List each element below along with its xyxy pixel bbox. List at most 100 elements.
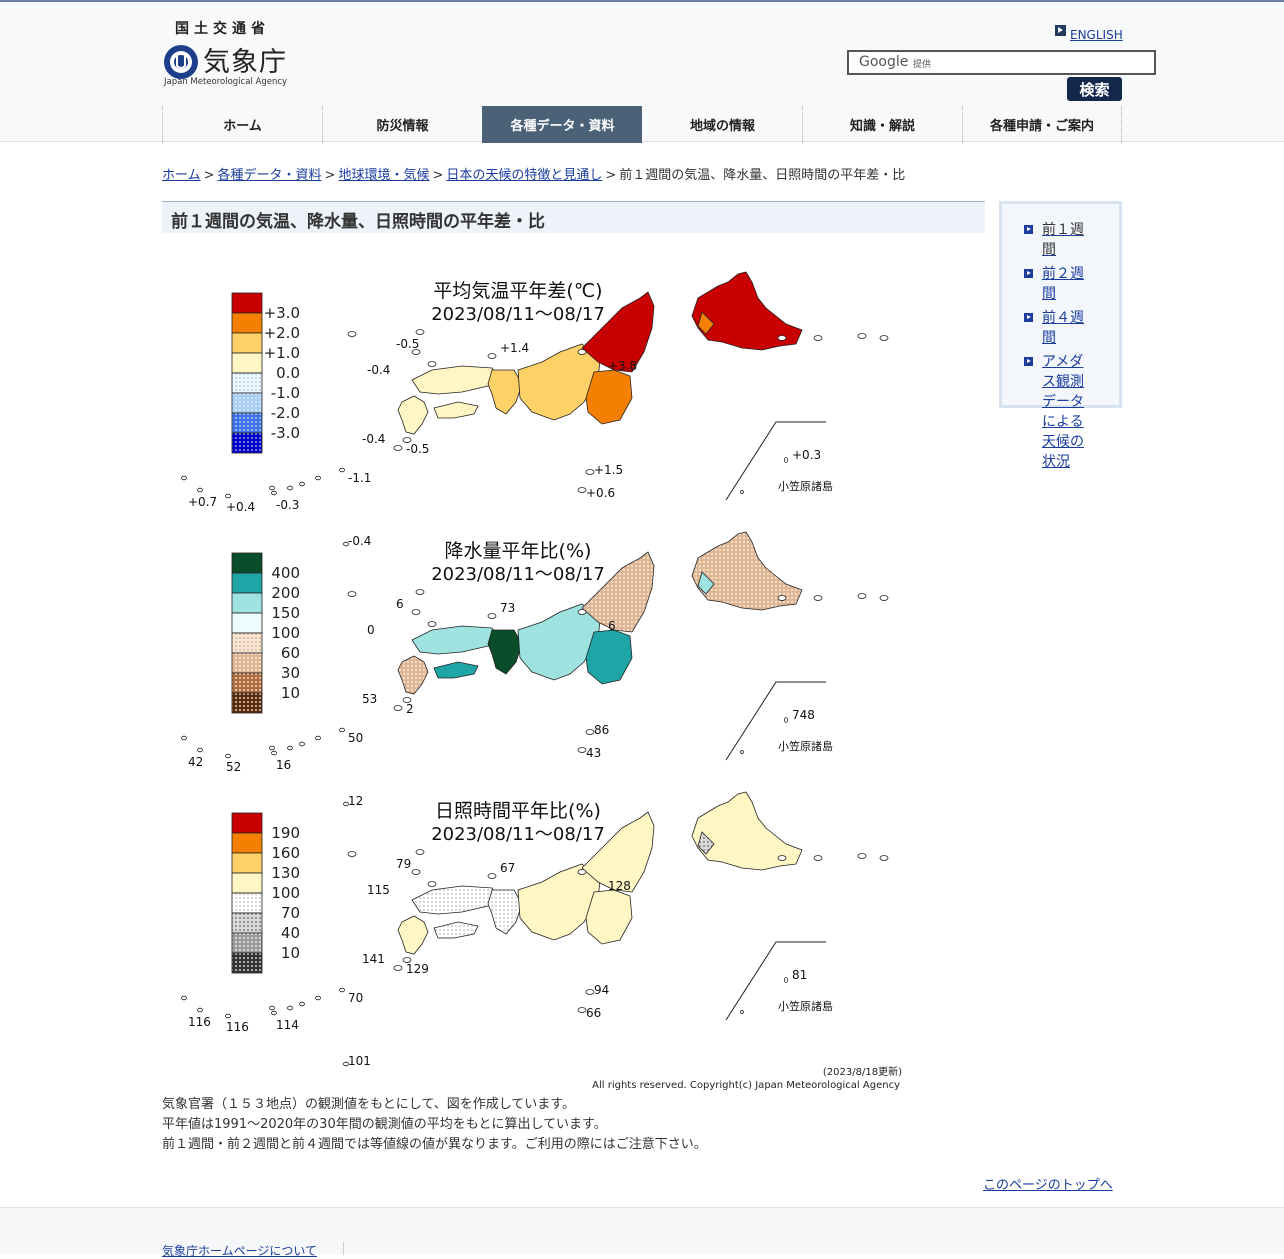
breadcrumb-link-3[interactable]: 日本の天候の特徴と見通し bbox=[446, 168, 603, 183]
small-island bbox=[402, 957, 412, 963]
station-value: -1.1 bbox=[348, 471, 371, 485]
sidebar-link-0[interactable]: 前１週間 bbox=[1024, 220, 1086, 260]
nav-item-2[interactable]: 各種データ・資料 bbox=[482, 106, 642, 143]
station-value: +1.4 bbox=[500, 341, 529, 355]
legend-label: -3.0 bbox=[271, 424, 300, 442]
station-value: -0.5 bbox=[406, 442, 429, 456]
legend-swatch bbox=[231, 332, 263, 354]
small-island bbox=[287, 485, 293, 491]
region-hokkaido bbox=[691, 271, 803, 351]
nav-item-3[interactable]: 地域の情報 bbox=[689, 119, 755, 134]
small-island bbox=[879, 335, 889, 341]
breadcrumb-separator: > bbox=[324, 168, 336, 183]
breadcrumb-separator: > bbox=[432, 168, 444, 183]
region-shikoku bbox=[433, 401, 479, 419]
map-period: 2023/08/11～08/17 bbox=[431, 824, 605, 845]
sidebar-link-3[interactable]: アメダス観測データによる天候の状況 bbox=[1024, 352, 1086, 472]
arrow-right-icon bbox=[1024, 313, 1033, 322]
nav-item-1[interactable]: 防災情報 bbox=[322, 106, 482, 143]
note-line: 気象官署（１５３地点）の観測値をもとにして、図を作成しています。 bbox=[162, 1097, 576, 1112]
weather-anomaly-figure: +3.0 +2.0 +1.0 0.0 -1.0 -2.0 -3.0 平均気温平年差(℃) 202… bbox=[162, 252, 912, 1092]
small-island bbox=[411, 869, 421, 875]
legend-label: 160 bbox=[271, 844, 300, 862]
small-island bbox=[315, 995, 321, 1001]
small-island bbox=[402, 697, 412, 703]
jma-logo[interactable]: 国土交通省 気象庁 Japan Meteorological Agency bbox=[163, 18, 293, 90]
legend-label: 150 bbox=[271, 604, 300, 622]
legend-label: 10 bbox=[281, 684, 300, 702]
station-value: +0.7 bbox=[188, 495, 217, 509]
small-island bbox=[269, 1005, 275, 1011]
small-island bbox=[777, 335, 787, 341]
region-kyushu bbox=[397, 915, 429, 955]
legend-swatch bbox=[231, 592, 263, 614]
small-island bbox=[347, 851, 357, 857]
search-provider-suffix: 提供 bbox=[913, 60, 932, 70]
station-value: +1.5 bbox=[594, 463, 623, 477]
english-link[interactable]: ENGLISH bbox=[1070, 28, 1123, 42]
search-box[interactable]: Google 提供 bbox=[847, 50, 1156, 75]
breadcrumb-link-2[interactable]: 地球環境・気候 bbox=[338, 168, 430, 183]
station-value: 101 bbox=[348, 1054, 371, 1068]
small-island bbox=[784, 717, 789, 723]
breadcrumb-link-0[interactable]: ホーム bbox=[162, 168, 201, 183]
region-hokkaido_sw bbox=[697, 311, 715, 335]
sidebar-link-1[interactable]: 前２週間 bbox=[1024, 264, 1086, 304]
legend-label: -2.0 bbox=[271, 404, 300, 422]
station-value: 116 bbox=[226, 1020, 249, 1034]
legend-swatch bbox=[231, 552, 263, 574]
nav-item-0[interactable]: ホーム bbox=[162, 106, 322, 143]
small-island bbox=[393, 705, 403, 711]
small-island bbox=[784, 977, 789, 983]
small-island bbox=[577, 747, 587, 753]
station-value: 81 bbox=[792, 968, 807, 982]
legend-swatch bbox=[231, 352, 263, 374]
small-island bbox=[857, 593, 867, 599]
station-value: 6 bbox=[608, 619, 616, 633]
nav-item-4[interactable]: 知識・解説 bbox=[802, 106, 962, 143]
legend-swatch bbox=[231, 872, 263, 894]
region-kyushu bbox=[397, 655, 429, 695]
station-value: 128 bbox=[608, 879, 631, 893]
jma-logo-icon bbox=[164, 45, 198, 79]
small-island bbox=[585, 989, 595, 995]
sidebar-link-2[interactable]: 前４週間 bbox=[1024, 308, 1086, 348]
small-island bbox=[287, 745, 293, 751]
breadcrumb-link-1[interactable]: 各種データ・資料 bbox=[217, 168, 322, 183]
breadcrumb-current: 前１週間の気温、降水量、日照時間の平年差・比 bbox=[619, 168, 906, 183]
small-island bbox=[813, 855, 823, 861]
legend-label: 130 bbox=[271, 864, 300, 882]
region-kanto bbox=[585, 889, 633, 945]
footer-about-link[interactable]: 気象庁ホームページについて bbox=[162, 1244, 318, 1258]
small-island bbox=[287, 1005, 293, 1011]
small-island bbox=[577, 487, 587, 493]
station-value: 129 bbox=[406, 962, 429, 976]
small-island bbox=[813, 595, 823, 601]
station-value: +0.6 bbox=[586, 486, 615, 500]
small-island bbox=[269, 485, 275, 491]
small-island bbox=[879, 855, 889, 861]
station-value: 116 bbox=[188, 1015, 211, 1029]
small-island bbox=[269, 745, 275, 751]
search-input[interactable] bbox=[949, 54, 1149, 71]
small-island bbox=[225, 1013, 231, 1019]
legend-swatch bbox=[231, 672, 263, 694]
legend-label: 190 bbox=[271, 824, 300, 842]
legend: 190 160 130 100 70 40 10 bbox=[231, 812, 300, 974]
updated-note: (2023/8/18更新) bbox=[823, 1065, 902, 1078]
small-island bbox=[315, 735, 321, 741]
legend-swatch bbox=[231, 292, 263, 314]
small-island bbox=[181, 475, 187, 481]
small-island bbox=[777, 595, 787, 601]
ogasawara-inset: 小笠原諸島 bbox=[725, 681, 833, 761]
small-island bbox=[271, 750, 277, 756]
copyright-note: All rights reserved. Copyright(c) Japan … bbox=[592, 1080, 900, 1091]
legend-label: 400 bbox=[271, 564, 300, 582]
small-island bbox=[343, 801, 349, 807]
small-island bbox=[393, 965, 403, 971]
search-button[interactable]: 検索 bbox=[1067, 77, 1122, 101]
station-value: -0.4 bbox=[362, 432, 385, 446]
page-top-link[interactable]: このページのトップへ bbox=[983, 1178, 1113, 1193]
legend-swatch bbox=[231, 852, 263, 874]
nav-item-5[interactable]: 各種申請・ご案内 bbox=[962, 106, 1122, 143]
